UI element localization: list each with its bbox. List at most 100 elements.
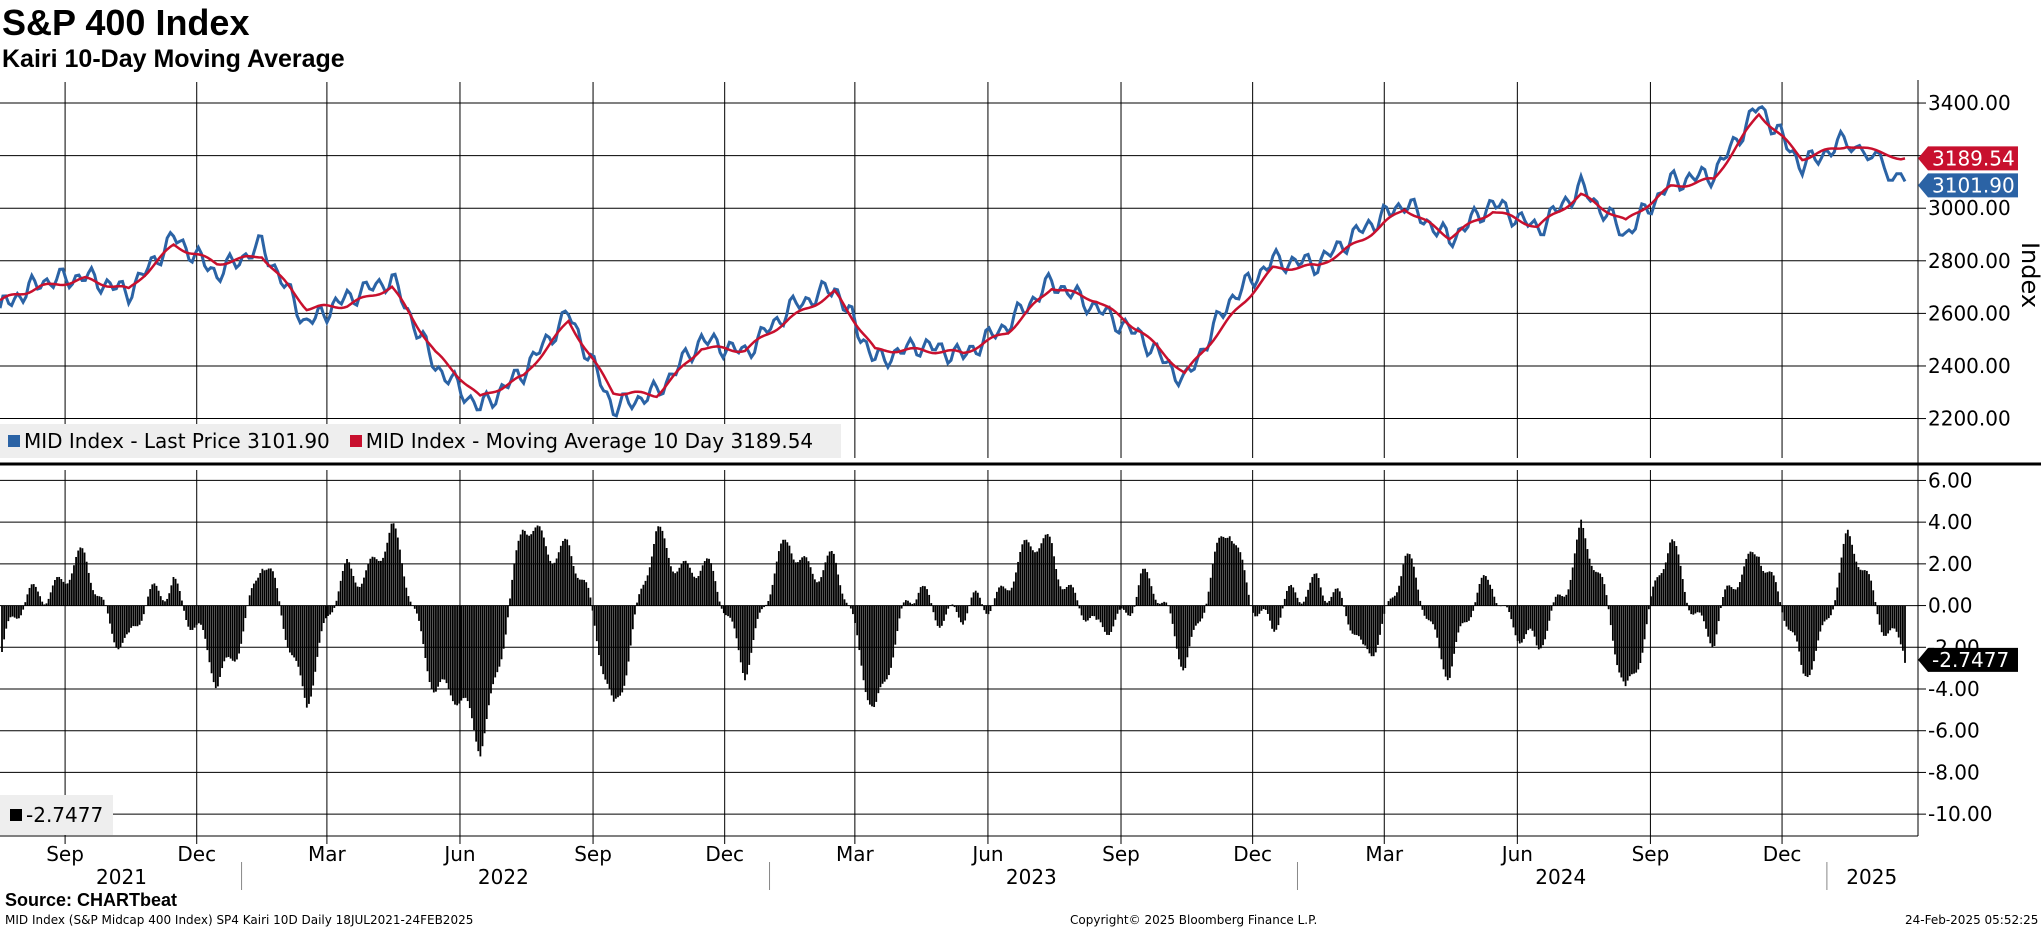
kairi-bar [758,605,761,613]
kairi-bar [1277,605,1280,626]
kairi-bar [358,586,361,606]
kairi-bar [722,605,725,614]
kairi-bar [1082,605,1085,620]
kairi-bar [426,605,429,672]
kairi-bar [610,605,613,696]
kairi-bar [1305,596,1307,606]
kairi-bar [1046,534,1049,606]
kairi-bar [1372,605,1375,657]
kairi-bar [1366,605,1369,650]
kairi-bar [66,583,69,606]
kairi-bar [1582,527,1585,606]
kairi-bar [1677,554,1680,606]
kairi-bar [1510,605,1513,620]
kairi-bar [278,601,281,606]
kairi-bar [1413,566,1415,606]
kairi-bar [280,605,283,616]
kairi-bar [1484,576,1487,606]
kairi-bar [1370,605,1373,657]
kairi-bar [921,585,924,606]
kairi-bar [750,605,753,653]
kairi-bar [1103,605,1106,632]
kairi-bar [1774,582,1777,606]
kairi-bar [164,601,166,606]
kairi-bar [1271,605,1273,629]
kairi-bar [936,605,939,626]
kairi-bar [680,563,683,606]
y-axis-label: Index [2016,242,2041,308]
kairi-bar [1802,605,1805,674]
kairi-bar [1008,590,1011,606]
kairi-bar [39,596,42,606]
kairi-bar [354,582,357,606]
kairi-bar [1559,594,1561,606]
kairi-bar [1379,605,1381,635]
kairi-bar [282,605,285,629]
kairi-bar [1696,605,1699,613]
kairi-bar [1874,602,1877,606]
kairi-bar [1063,589,1066,606]
kairi-bar [229,605,232,659]
kairi-bar [1199,605,1202,622]
kairi-bar [1772,575,1775,606]
kairi-bar [638,594,641,606]
kairi-bar [1855,561,1858,606]
kairi-bar [1089,605,1091,619]
kairi-bar [54,579,56,606]
kairi-bar [85,561,88,606]
kairi-bar [58,576,61,606]
kairi-bar [924,586,926,606]
kairi-bar [181,600,183,606]
x-tick-label: Sep [574,842,612,866]
kairi-bar [45,603,48,606]
kairi-bar [1347,605,1350,625]
kairi-bar [824,562,827,606]
kairi-bar [303,605,306,698]
footer-timestamp: 24-Feb-2025 05:52:25 [1905,913,2039,927]
kairi-bar [1667,553,1669,606]
kairi-bar [1857,567,1860,606]
kairi-bar [64,583,67,606]
kairi-bar [1076,600,1079,606]
kairi-bar [443,605,446,680]
kairi-bar [600,605,602,667]
kairi-bar [725,605,727,616]
kairi-bar [305,605,308,708]
kairi-bar [13,605,16,618]
source-note: Source: CHARTbeat [5,890,178,910]
kairi-bar [856,605,859,636]
kairi-bar [109,605,111,624]
kairi-bar [705,558,708,606]
kairi-bar [451,605,454,702]
kairi-bar [1851,544,1853,606]
kairi-bar [602,605,605,675]
kairi-bar [1237,547,1240,606]
kairi-bar [523,530,526,606]
kairi-bar [1336,588,1339,606]
kairi-bar [1514,605,1517,636]
x-year-label: 2022 [478,865,529,889]
kairi-bar [1556,594,1559,606]
kairi-bar [1878,605,1881,625]
kairi-bar [140,605,143,621]
kairi-bar [670,566,672,606]
kairi-bar [1631,605,1633,675]
kairi-bar [1499,605,1502,607]
kairi-bar [1762,570,1765,606]
x-tick-label: Jun [442,842,475,866]
kairi-bar [1167,605,1170,607]
kairi-bar [267,568,270,606]
kairi-bar [578,579,581,606]
kairi-bar [1353,605,1356,635]
kairi-bar [1283,598,1286,606]
kairi-bar [718,601,721,606]
kairi-bar [1605,595,1608,606]
kairi-bar [1158,603,1161,606]
kairi-bar [1459,605,1462,627]
kairi-bar [1804,605,1807,677]
kairi-bar [1700,605,1703,616]
kairi-bar [293,605,296,658]
kairi-bar [1218,537,1221,606]
kairi-bar [1173,605,1176,637]
kairi-bar [1491,588,1494,606]
